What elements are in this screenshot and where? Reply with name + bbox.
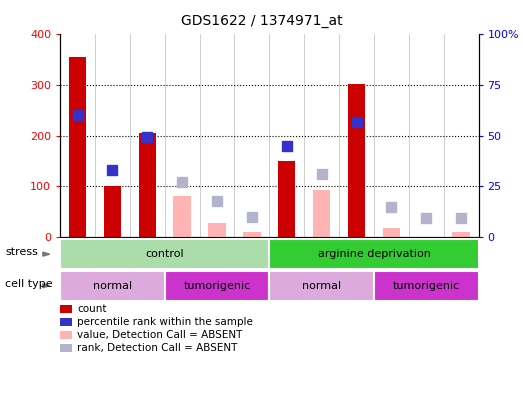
Text: count: count: [77, 304, 106, 314]
Bar: [208, 223, 226, 237]
Bar: [174, 196, 191, 237]
Text: stress: stress: [5, 247, 38, 257]
Bar: [313, 190, 331, 237]
Bar: [348, 84, 365, 237]
Bar: [139, 133, 156, 237]
Bar: [383, 228, 400, 237]
Bar: [243, 232, 260, 237]
Bar: [278, 161, 295, 237]
Text: control: control: [145, 249, 184, 259]
Text: tumorigenic: tumorigenic: [184, 281, 251, 291]
Text: percentile rank within the sample: percentile rank within the sample: [77, 317, 253, 327]
Text: normal: normal: [302, 281, 341, 291]
Text: normal: normal: [93, 281, 132, 291]
Text: rank, Detection Call = ABSENT: rank, Detection Call = ABSENT: [77, 343, 237, 353]
Bar: [452, 232, 470, 237]
Text: GDS1622 / 1374971_at: GDS1622 / 1374971_at: [180, 14, 343, 28]
Bar: [69, 57, 86, 237]
Text: value, Detection Call = ABSENT: value, Detection Call = ABSENT: [77, 330, 242, 340]
Text: cell type: cell type: [5, 279, 53, 289]
Bar: [104, 186, 121, 237]
Text: tumorigenic: tumorigenic: [393, 281, 460, 291]
Text: arginine deprivation: arginine deprivation: [317, 249, 430, 259]
